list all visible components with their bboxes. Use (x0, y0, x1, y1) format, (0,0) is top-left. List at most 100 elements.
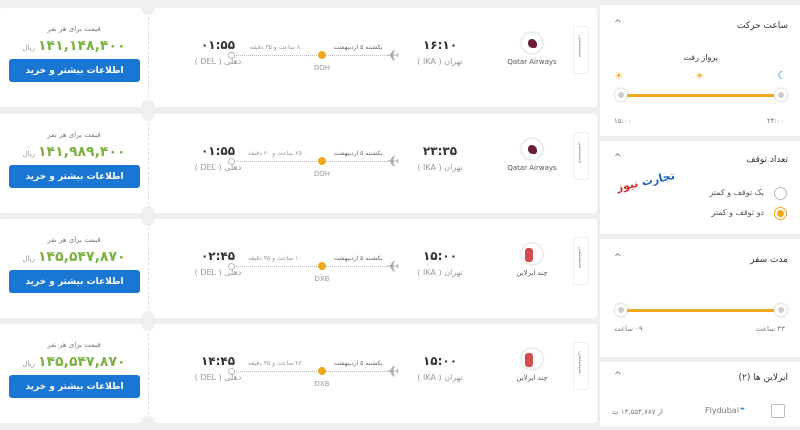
stop-city: DOH (313, 64, 331, 72)
stop-dot (318, 51, 326, 59)
buy-button[interactable]: اطلاعات بیشتر و خرید (9, 375, 140, 398)
arrival-city: دهلی ( DEL ) (194, 373, 242, 382)
departure-city: تهران ( IKA ) (417, 268, 463, 277)
system-tab[interactable]: سیستمی (573, 26, 589, 74)
divider (148, 118, 149, 209)
price-label: قیمت برای هر نفر (47, 341, 101, 349)
price-label: قیمت برای هر نفر (47, 131, 101, 139)
date: یکشنبه ۵ اردیبهشت (333, 255, 383, 262)
stop-city: DXB (314, 380, 330, 388)
airline-name: چند ایرلاین (516, 269, 548, 277)
sun-icon: ☀ (695, 71, 704, 82)
chevron-up-icon[interactable]: ^ (614, 253, 622, 263)
range-min-handle[interactable] (615, 304, 627, 316)
destination-dot (228, 368, 235, 375)
radio-one-stop[interactable] (774, 187, 787, 200)
tab-label: سیستمی (577, 35, 584, 58)
price-value: ۱۴۱,۹۸۹,۴۰۰ (38, 144, 126, 160)
price-value: ۱۴۵,۵۴۷,۸۷۰ (38, 354, 126, 370)
date: یکشنبه ۵ اردیبهشت (333, 44, 383, 51)
airline-checkbox[interactable] (771, 404, 785, 418)
airline-name: Flydubai (705, 406, 739, 415)
price-label: قیمت برای هر نفر (47, 25, 101, 33)
flydubai-logo: ▬ (740, 406, 745, 412)
chevron-up-icon[interactable]: ^ (614, 371, 622, 381)
price: ۱۴۱,۹۸۹,۴۰۰ریال (0, 144, 148, 160)
system-tab[interactable]: سیستمی (573, 342, 589, 390)
plane-icon: ✈ (386, 257, 400, 276)
plane-icon: ✈ (386, 152, 400, 171)
currency: ریال (22, 255, 35, 263)
moon-icon: ☾ (777, 69, 787, 82)
plane-icon: ✈ (386, 46, 400, 65)
buy-button[interactable]: اطلاعات بیشتر و خرید (9, 59, 140, 82)
notch (141, 317, 155, 331)
tab-label: سیستمی (577, 246, 584, 269)
radio-two-stops[interactable] (774, 207, 787, 220)
stop-dot (318, 367, 326, 375)
sunrise-icon: ☀ (614, 71, 623, 82)
filter-departure-time: ساعت حرکت ^ پرواز رفت ☀ ☀ ☾ ۱۵:۰۰ ۲۴:۰۰ (600, 5, 800, 136)
option-label: یک توقف و کمتر (709, 188, 764, 197)
arrival-time: ۱۴:۴۵ (200, 354, 236, 368)
tab-label: سیستمی (577, 351, 584, 374)
departure-time: ۱۵:۰۰ (422, 354, 458, 368)
price-label: قیمت برای هر نفر (47, 236, 101, 244)
range-min-handle[interactable] (615, 89, 627, 101)
date: یکشنبه ۵ اردیبهشت (333, 360, 383, 367)
section-title: ایرلاین ها (۲) (738, 373, 788, 383)
tab-label: سیستمی (577, 141, 584, 164)
stop-dot (318, 157, 326, 165)
outbound-label: پرواز رفت (683, 53, 718, 62)
airline-logo (521, 243, 543, 265)
range-max-handle[interactable] (775, 304, 787, 316)
filter-duration: مدت سفر ^ ۰۹ ساعت ۴۳ ساعت (600, 239, 800, 357)
departure-time: ۱۵:۰۰ (422, 249, 458, 263)
filter-stops: تعداد توقف ^ تجارت نیوز یک توقف و کمتر د… (600, 141, 800, 234)
flight-card: قیمت برای هر نفر ۱۴۱,۱۴۸,۴۰۰ریال اطلاعات… (0, 1, 597, 114)
airline-logo (521, 32, 543, 54)
airline-name: Qatar Airways (507, 58, 557, 66)
airline-name: چند ایرلاین (516, 374, 548, 382)
route-line (232, 266, 387, 267)
chevron-up-icon[interactable]: ^ (614, 19, 622, 29)
destination-dot (228, 263, 235, 270)
watermark-logo: تجارت نیوز (615, 168, 676, 195)
filter-airlines: ایرلاین ها (۲) ^ ▬ Flydubai از ۱۴,۵۵۴,۷۸… (600, 362, 800, 426)
departure-city: تهران ( IKA ) (417, 163, 463, 172)
destination-dot (228, 158, 235, 165)
departure-city: تهران ( IKA ) (417, 373, 463, 382)
flight-card: قیمت برای هر نفر ۱۴۱,۹۸۹,۴۰۰ریال اطلاعات… (0, 107, 597, 220)
currency: ریال (22, 150, 35, 158)
range-min-label: ۰۹ ساعت (614, 325, 643, 333)
chevron-up-icon[interactable]: ^ (614, 153, 622, 163)
departure-time: ۱۶:۱۰ (422, 38, 458, 52)
duration-range-track (622, 309, 774, 312)
section-title: تعداد توقف (746, 155, 788, 165)
airline-name: Qatar Airways (507, 164, 557, 172)
date: یکشنبه ۵ اردیبهشت (333, 150, 383, 157)
system-tab[interactable]: سیستمی (573, 237, 589, 285)
arrival-city: دهلی ( DEL ) (194, 57, 242, 66)
airline-logo (521, 138, 543, 160)
flight-card: قیمت برای هر نفر ۱۴۵,۵۴۷,۸۷۰ریال اطلاعات… (0, 212, 597, 325)
currency: ریال (22, 44, 35, 52)
range-max-handle[interactable] (775, 89, 787, 101)
price: ۱۴۵,۵۴۷,۸۷۰ریال (0, 249, 148, 265)
divider (148, 223, 149, 314)
arrival-time: ۰۱:۵۵ (200, 38, 236, 52)
buy-button[interactable]: اطلاعات بیشتر و خرید (9, 270, 140, 293)
price-value: ۱۴۱,۱۴۸,۴۰۰ (38, 38, 126, 54)
range-max-label: ۴۳ ساعت (756, 325, 785, 333)
system-tab[interactable]: سیستمی (573, 132, 589, 180)
destination-dot (228, 52, 235, 59)
arrival-city: دهلی ( DEL ) (194, 163, 242, 172)
buy-button[interactable]: اطلاعات بیشتر و خرید (9, 165, 140, 188)
stop-dot (318, 262, 326, 270)
divider (148, 328, 149, 419)
arrival-time: ۰۲:۴۵ (200, 249, 236, 263)
section-title: ساعت حرکت (736, 21, 788, 31)
stop-city: DXB (314, 275, 330, 283)
notch (141, 1, 155, 15)
duration: ۲۵ ساعت و ۲۰ دقیقه (248, 150, 302, 157)
